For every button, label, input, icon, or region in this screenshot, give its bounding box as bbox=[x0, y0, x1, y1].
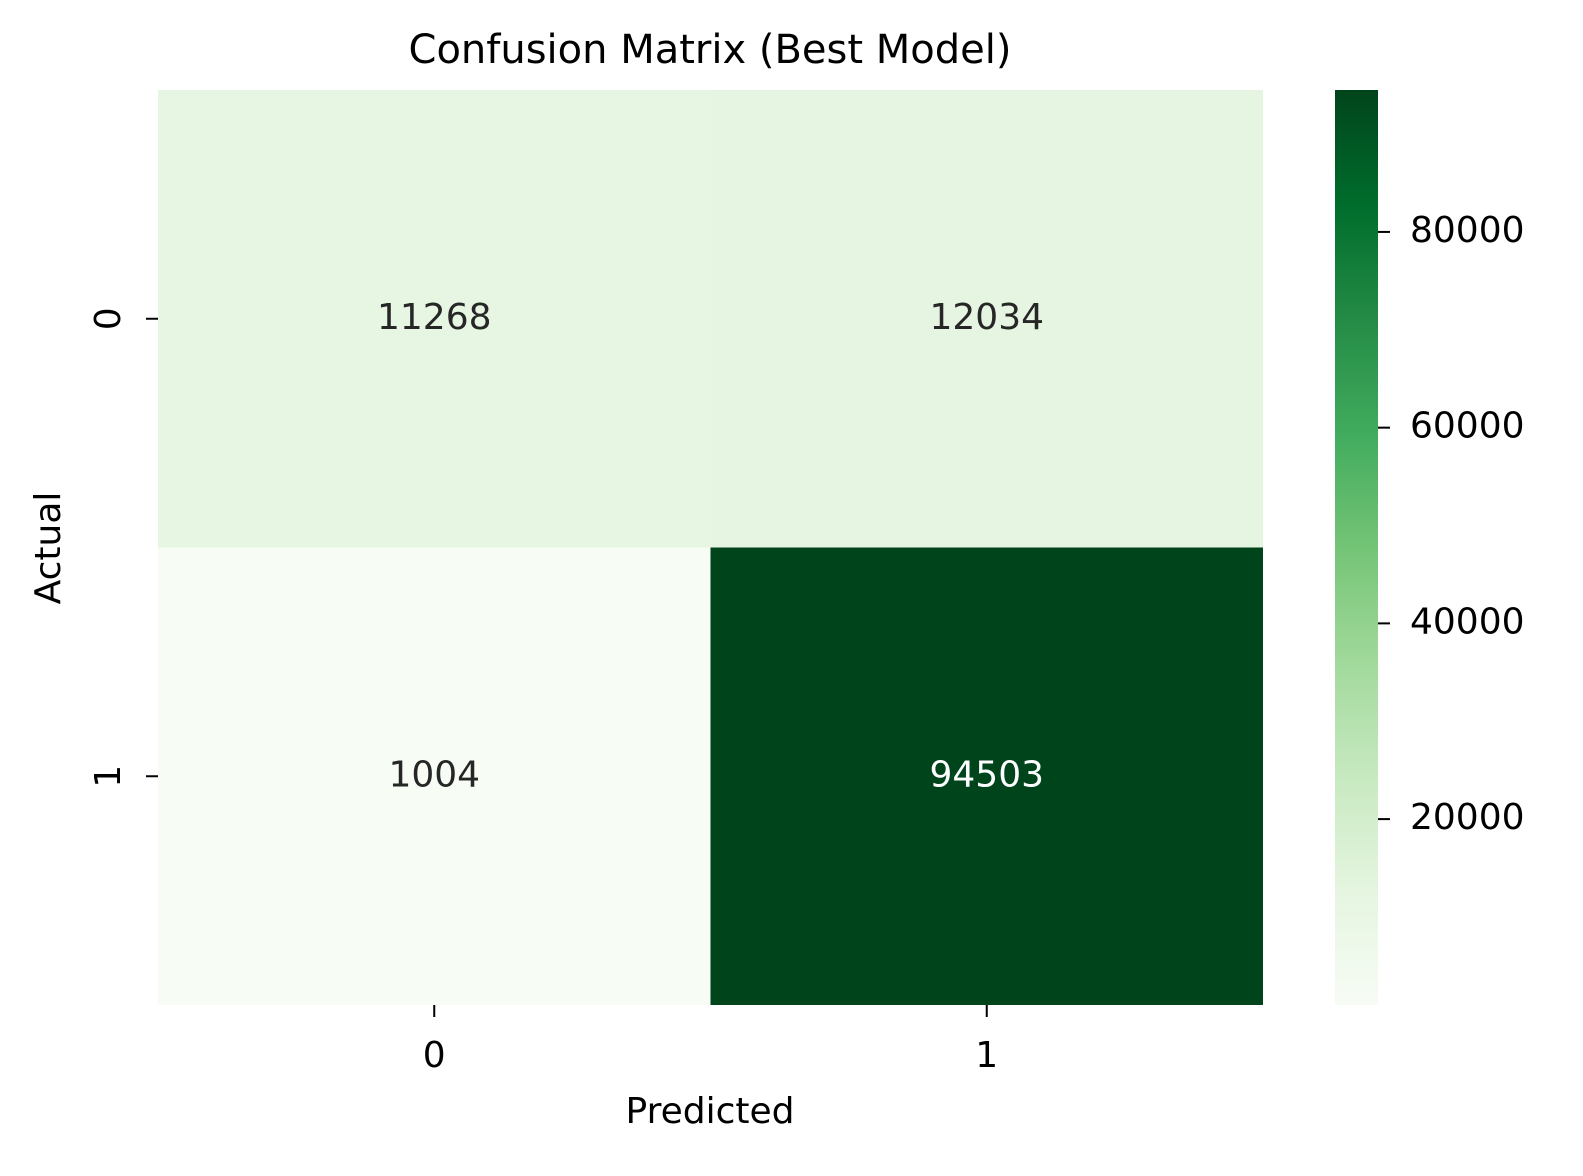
cell-label: 11268 bbox=[377, 297, 492, 338]
heatmap-cell bbox=[710, 90, 1263, 548]
colorbar-tick-label: 60000 bbox=[1410, 406, 1525, 447]
x-tick-label: 1 bbox=[975, 1035, 998, 1076]
y-axis-label: Actual bbox=[28, 492, 69, 605]
colorbar-tick-label: 80000 bbox=[1410, 210, 1525, 251]
chart-title: Confusion Matrix (Best Model) bbox=[409, 27, 1012, 73]
colorbar-tick-label: 20000 bbox=[1410, 797, 1525, 838]
colorbar bbox=[1335, 90, 1378, 1005]
cell-label: 94503 bbox=[929, 754, 1044, 795]
x-tick-label: 0 bbox=[423, 1035, 446, 1076]
cell-label: 1004 bbox=[388, 754, 480, 795]
y-tick-label: 1 bbox=[88, 765, 129, 788]
cell-label: 12034 bbox=[929, 297, 1044, 338]
heatmap-cell bbox=[158, 547, 711, 1005]
x-axis-label: Predicted bbox=[626, 1091, 795, 1132]
heatmap-cell bbox=[710, 547, 1263, 1005]
colorbar-tick-label: 40000 bbox=[1410, 601, 1525, 642]
y-tick-label: 0 bbox=[88, 307, 129, 330]
heatmap-cell bbox=[158, 90, 711, 548]
